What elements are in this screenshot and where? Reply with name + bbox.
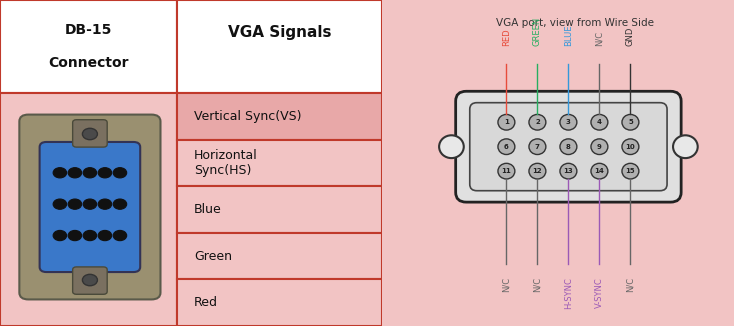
Circle shape: [98, 230, 112, 241]
Text: 4: 4: [597, 119, 602, 125]
Bar: [178, 93, 382, 140]
Bar: [178, 279, 382, 326]
Text: VGA port, view from Wire Side: VGA port, view from Wire Side: [496, 18, 655, 28]
Text: V-SYNC: V-SYNC: [595, 277, 604, 308]
FancyBboxPatch shape: [19, 115, 161, 300]
Circle shape: [68, 199, 81, 209]
Text: 13: 13: [564, 168, 573, 174]
Circle shape: [622, 163, 639, 179]
FancyBboxPatch shape: [73, 267, 107, 294]
Circle shape: [83, 199, 97, 209]
Circle shape: [68, 230, 81, 241]
Text: 1: 1: [504, 119, 509, 125]
Text: VGA Signals: VGA Signals: [228, 25, 331, 40]
FancyBboxPatch shape: [456, 91, 681, 202]
Text: 5: 5: [628, 119, 633, 125]
Circle shape: [498, 114, 515, 130]
Bar: [0, 93, 178, 326]
Text: RED: RED: [502, 28, 511, 46]
Circle shape: [529, 139, 546, 155]
Circle shape: [113, 168, 127, 178]
Text: N/C: N/C: [626, 277, 635, 292]
Circle shape: [98, 199, 112, 209]
Circle shape: [53, 230, 67, 241]
Text: Vertical Sync(VS): Vertical Sync(VS): [194, 110, 302, 123]
Circle shape: [622, 114, 639, 130]
Text: 2: 2: [535, 119, 539, 125]
Circle shape: [560, 114, 577, 130]
Circle shape: [113, 199, 127, 209]
Circle shape: [439, 135, 464, 158]
Circle shape: [529, 163, 546, 179]
Text: 7: 7: [535, 144, 539, 150]
Text: 11: 11: [501, 168, 512, 174]
Circle shape: [591, 139, 608, 155]
Bar: [178, 186, 382, 233]
Circle shape: [83, 168, 97, 178]
Circle shape: [113, 230, 127, 241]
Text: 8: 8: [566, 144, 571, 150]
Circle shape: [98, 168, 112, 178]
Text: Blue: Blue: [194, 203, 222, 216]
Circle shape: [498, 139, 515, 155]
Circle shape: [53, 168, 67, 178]
Circle shape: [82, 128, 98, 140]
Bar: [0, 0, 178, 93]
Text: N/C: N/C: [533, 277, 542, 292]
Text: N/C: N/C: [595, 31, 604, 46]
Text: Horizontal
Sync(HS): Horizontal Sync(HS): [194, 149, 258, 177]
Circle shape: [560, 139, 577, 155]
Circle shape: [591, 163, 608, 179]
Circle shape: [82, 274, 98, 286]
Text: 14: 14: [595, 168, 604, 174]
Circle shape: [83, 230, 97, 241]
Text: 3: 3: [566, 119, 571, 125]
Circle shape: [591, 114, 608, 130]
Text: H-SYNC: H-SYNC: [564, 277, 573, 309]
Circle shape: [529, 114, 546, 130]
Text: 10: 10: [625, 144, 636, 150]
Circle shape: [622, 139, 639, 155]
Text: GREEN: GREEN: [533, 16, 542, 46]
FancyBboxPatch shape: [73, 120, 107, 147]
Circle shape: [673, 135, 698, 158]
Text: DB-15

Connector: DB-15 Connector: [48, 23, 129, 70]
Text: 15: 15: [625, 168, 635, 174]
Text: Green: Green: [194, 250, 232, 262]
Text: 9: 9: [597, 144, 602, 150]
Bar: [178, 140, 382, 186]
Circle shape: [498, 163, 515, 179]
Circle shape: [68, 168, 81, 178]
Bar: [178, 233, 382, 279]
Text: GND: GND: [626, 26, 635, 46]
FancyBboxPatch shape: [470, 103, 667, 191]
Text: N/C: N/C: [502, 277, 511, 292]
Text: 12: 12: [533, 168, 542, 174]
Text: BLUE: BLUE: [564, 24, 573, 46]
Bar: [178, 0, 382, 93]
Circle shape: [53, 199, 67, 209]
Text: Red: Red: [194, 296, 218, 309]
Circle shape: [560, 163, 577, 179]
Text: 6: 6: [504, 144, 509, 150]
FancyBboxPatch shape: [40, 142, 140, 272]
